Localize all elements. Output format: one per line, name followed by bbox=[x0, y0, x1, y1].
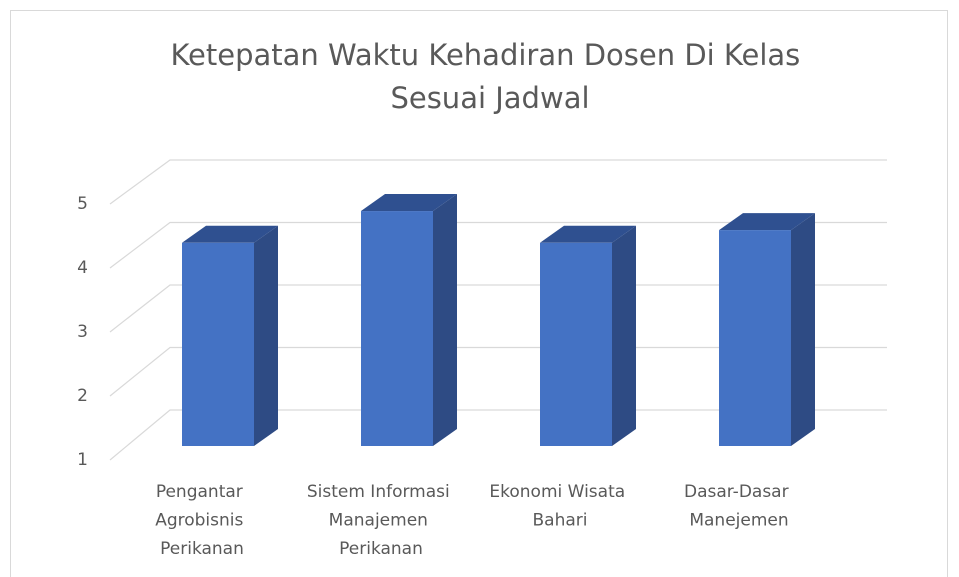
grid-line bbox=[109, 221, 887, 269]
y-tick-label: 4 bbox=[77, 258, 88, 278]
bar-side bbox=[791, 213, 815, 446]
y-tick-label: 5 bbox=[77, 194, 88, 214]
x-tick-label: Sistem Informasi Manajemen Perikanan bbox=[307, 482, 455, 559]
y-tick-label: 2 bbox=[77, 386, 88, 406]
bar bbox=[182, 225, 278, 446]
bar-top bbox=[182, 225, 278, 243]
bar-top bbox=[361, 194, 457, 212]
bar-top bbox=[719, 213, 815, 231]
y-tick-label: 3 bbox=[77, 322, 88, 342]
bar-front bbox=[182, 242, 254, 446]
bar-side bbox=[254, 225, 278, 446]
bar-side bbox=[612, 225, 636, 446]
bar-front bbox=[540, 242, 612, 446]
grid-line bbox=[109, 284, 887, 333]
bar-side bbox=[433, 194, 457, 446]
x-tick-label: Ekonomi Wisata Bahari bbox=[489, 482, 630, 531]
x-tick-label: Dasar-Dasar Manejemen bbox=[684, 482, 794, 531]
bar bbox=[540, 225, 636, 446]
grid-line bbox=[109, 409, 887, 461]
grid-line bbox=[109, 159, 887, 205]
bar bbox=[361, 194, 457, 446]
bar-top bbox=[540, 225, 636, 243]
bar-front bbox=[719, 230, 791, 446]
grid-line bbox=[109, 346, 887, 397]
bar-front bbox=[361, 211, 433, 446]
bar bbox=[719, 213, 815, 446]
y-tick-label: 1 bbox=[77, 450, 88, 470]
x-tick-label: Pengantar Agrobisnis Perikanan bbox=[155, 482, 249, 559]
chart-title: Ketepatan Waktu Kehadiran Dosen Di Kelas… bbox=[170, 38, 809, 115]
